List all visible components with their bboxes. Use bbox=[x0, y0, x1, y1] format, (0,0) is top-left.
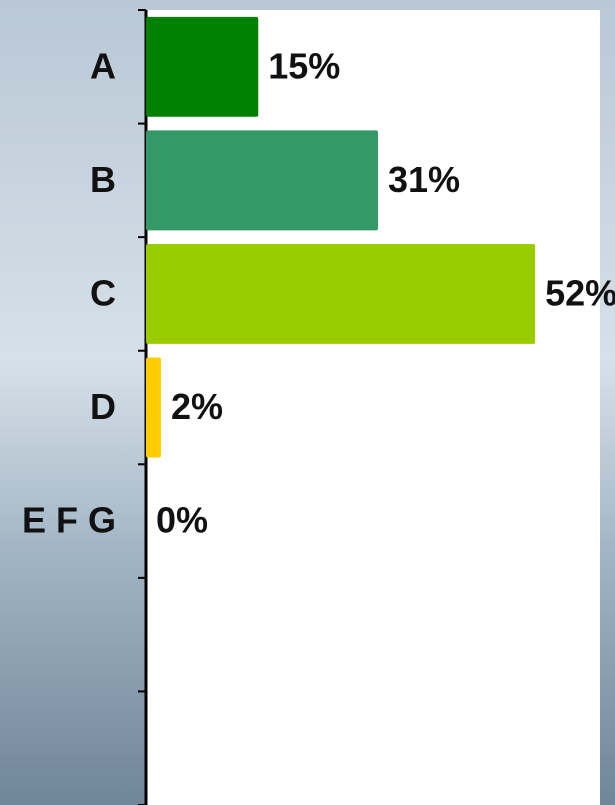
category-label: B bbox=[90, 159, 116, 200]
category-label: E F G bbox=[22, 500, 116, 541]
category-label: C bbox=[90, 272, 116, 313]
value-label: 0% bbox=[156, 500, 208, 541]
value-label: 2% bbox=[171, 386, 223, 427]
value-label: 31% bbox=[388, 159, 460, 200]
category-label: A bbox=[90, 45, 116, 86]
bar bbox=[146, 17, 258, 117]
value-label: 15% bbox=[268, 45, 340, 86]
bar bbox=[146, 244, 535, 344]
bar bbox=[146, 130, 378, 230]
page: {"chart_data": {"type": "bar", "orientat… bbox=[0, 0, 615, 805]
bar bbox=[146, 358, 161, 458]
category-label: D bbox=[90, 386, 116, 427]
chart: A 15% B 31% C 52% D 2% E F G 0% bbox=[0, 0, 615, 805]
value-label: 52% bbox=[545, 272, 615, 313]
